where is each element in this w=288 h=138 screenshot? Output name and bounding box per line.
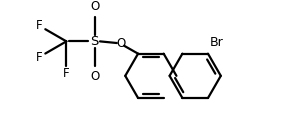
Text: S: S [90,35,99,48]
Text: O: O [90,0,99,13]
Text: F: F [63,67,70,79]
Text: F: F [36,51,42,64]
Text: O: O [117,37,126,50]
Text: F: F [36,19,42,32]
Text: Br: Br [210,36,223,49]
Text: O: O [90,70,99,83]
